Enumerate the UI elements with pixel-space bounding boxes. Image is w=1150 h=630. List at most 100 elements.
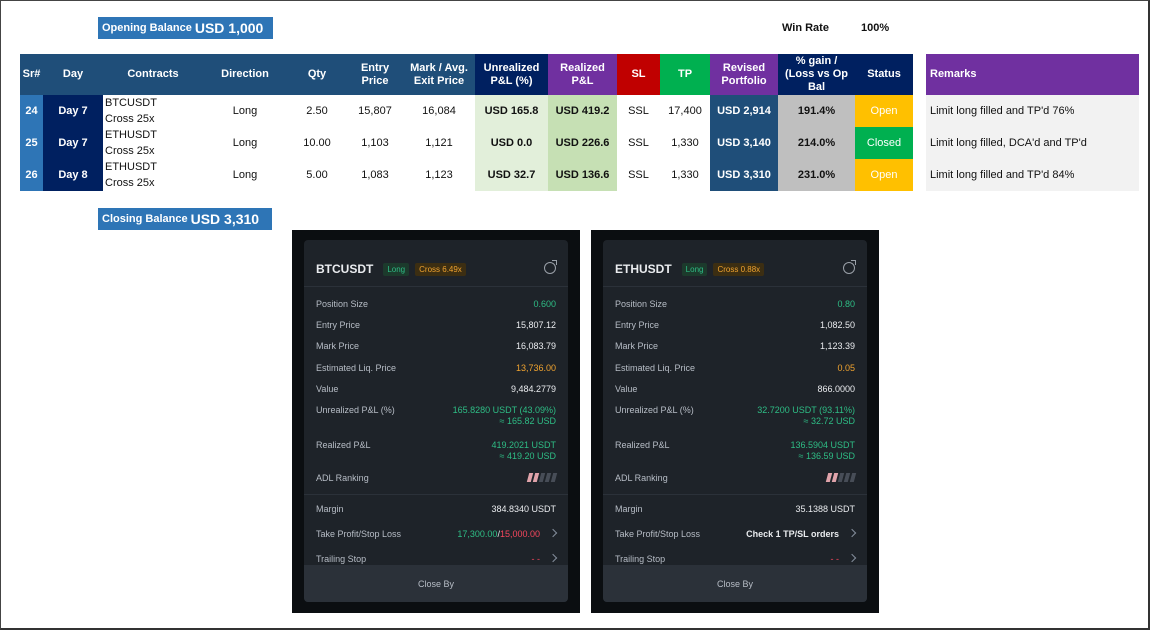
cell-mark-price: 16,084 bbox=[422, 105, 456, 117]
header-revised-portfolio: Revised Portfolio bbox=[710, 54, 778, 95]
label-entry-price: Entry Price bbox=[615, 320, 660, 330]
cell-qty: 5.00 bbox=[306, 169, 328, 181]
cell-contract: ETHUSDT Cross 25x bbox=[103, 127, 203, 159]
label-position-size: Position Size bbox=[316, 299, 369, 309]
cell-sr: 25 bbox=[20, 127, 43, 159]
value-position-size: 0.80 bbox=[837, 299, 855, 309]
cell-direction: Long bbox=[232, 137, 258, 149]
table-row: 25 Day 7 ETHUSDT Cross 25x Long 10.00 1,1… bbox=[20, 127, 1139, 159]
leverage-badge[interactable]: Cross 6.49x bbox=[415, 262, 466, 276]
row-value: Value 9,484.2779 bbox=[316, 384, 556, 395]
label-value: Value bbox=[615, 384, 638, 394]
position-header: BTCUSDT Long Cross 6.49x bbox=[316, 260, 557, 278]
cell-entry-price: 15,807 bbox=[358, 105, 392, 117]
value-entry-price: 1,082.50 bbox=[819, 320, 855, 330]
contract-mode: Cross 25x bbox=[105, 113, 155, 125]
label-unrealized-pnl: Unrealized P&L (%) bbox=[615, 405, 694, 415]
unrealized-usd: ≈ 165.82 USD bbox=[499, 416, 556, 426]
close-by-button[interactable]: Close By bbox=[603, 565, 867, 602]
cell-gap bbox=[913, 95, 926, 127]
header-divider bbox=[304, 286, 568, 287]
realized-usdt: 136.5904 USDT bbox=[790, 440, 855, 450]
row-tpsl[interactable]: Take Profit/Stop Loss 17,300.00/15,000.00 bbox=[316, 528, 558, 540]
cell-revised-portfolio: USD 3,310 bbox=[710, 159, 778, 191]
cell-qty: 10.00 bbox=[303, 137, 331, 149]
label-value: Value bbox=[316, 384, 339, 394]
cell-gain: 231.0% bbox=[778, 159, 855, 191]
realized-usd: ≈ 419.20 USD bbox=[499, 451, 556, 461]
cell-entry-price: 1,083 bbox=[361, 169, 389, 181]
opening-balance: Opening Balance USD 1,000 bbox=[98, 17, 273, 39]
cell-unrealized-pnl: USD 32.7 bbox=[475, 159, 548, 191]
row-realized-pnl: Realized P&L 419.2021 USDT ≈ 419.20 USD bbox=[316, 440, 556, 462]
tp-value: 17,300.00 bbox=[457, 529, 498, 539]
cell-gap bbox=[913, 127, 926, 159]
close-by-button[interactable]: Close By bbox=[304, 565, 568, 602]
header-entry-price: Entry Price bbox=[347, 54, 403, 95]
contract-mode: Cross 25x bbox=[105, 177, 155, 189]
position-symbol: ETHUSDT bbox=[615, 262, 672, 276]
opening-balance-label: Opening Balance bbox=[102, 22, 192, 34]
label-mark-price: Mark Price bbox=[615, 341, 659, 351]
share-icon[interactable] bbox=[544, 260, 557, 274]
label-realized-pnl: Realized P&L bbox=[615, 440, 670, 450]
header-status: Status bbox=[855, 54, 913, 95]
cell-remarks: Limit long filled and TP'd 84% bbox=[926, 159, 1139, 191]
chevron-right-icon[interactable] bbox=[847, 553, 857, 563]
closing-balance-label: Closing Balance bbox=[102, 213, 188, 225]
adl-segment bbox=[849, 473, 857, 482]
cell-revised-portfolio: USD 2,914 bbox=[710, 95, 778, 127]
cell-gain: 214.0% bbox=[778, 127, 855, 159]
row-adl-ranking: ADL Ranking bbox=[316, 473, 558, 483]
value-value: 9,484.2779 bbox=[510, 384, 556, 394]
share-icon[interactable] bbox=[843, 260, 856, 274]
leverage-badge[interactable]: Cross 0.88x bbox=[713, 262, 765, 276]
table-row: 26 Day 8 ETHUSDT Cross 25x Long 5.00 1,08… bbox=[20, 159, 1139, 191]
chevron-right-icon[interactable] bbox=[847, 528, 857, 538]
row-tpsl[interactable]: Take Profit/Stop Loss Check 1 TP/SL order… bbox=[615, 528, 857, 540]
cell-day: Day 8 bbox=[43, 159, 103, 191]
cell-entry-price: 1,103 bbox=[361, 137, 389, 149]
label-mark-price: Mark Price bbox=[316, 341, 360, 351]
label-liq-price: Estimated Liq. Price bbox=[316, 363, 397, 373]
row-adl-ranking: ADL Ranking bbox=[615, 473, 857, 483]
row-trailing-stop[interactable]: Trailing Stop - - bbox=[615, 553, 857, 565]
header-unrealized-pnl: Unrealized P&L (%) bbox=[475, 54, 548, 95]
chevron-right-icon[interactable] bbox=[548, 528, 558, 538]
contract-symbol: ETHUSDT bbox=[105, 129, 157, 141]
cell-sl: SSL bbox=[628, 137, 649, 149]
row-realized-pnl: Realized P&L 136.5904 USDT ≈ 136.59 USD bbox=[615, 440, 855, 462]
label-liq-price: Estimated Liq. Price bbox=[615, 363, 696, 373]
contract-symbol: ETHUSDT bbox=[105, 161, 157, 173]
sl-value: 15,000.00 bbox=[499, 529, 540, 539]
trades-table: Sr# Day Contracts Direction Qty Entry Pr… bbox=[20, 54, 1139, 191]
row-trailing-stop[interactable]: Trailing Stop - - bbox=[316, 553, 558, 565]
value-margin: 384.8340 USDT bbox=[491, 504, 556, 514]
position-header: ETHUSDT Long Cross 0.88x bbox=[615, 260, 856, 278]
cell-unrealized-pnl: USD 165.8 bbox=[475, 95, 548, 127]
label-adl-ranking: ADL Ranking bbox=[615, 473, 668, 483]
row-mark-price: Mark Price 16,083.79 bbox=[316, 341, 556, 352]
header-day: Day bbox=[43, 54, 103, 95]
cell-direction: Long bbox=[232, 105, 258, 117]
adl-indicator bbox=[526, 473, 558, 483]
row-unrealized-pnl: Unrealized P&L (%) 165.8280 USDT (43.09%)… bbox=[316, 405, 556, 427]
row-unrealized-pnl: Unrealized P&L (%) 32.7200 USDT (93.11%) ≈… bbox=[615, 405, 855, 427]
row-position-size: Position Size 0.80 bbox=[615, 299, 855, 310]
section-divider bbox=[603, 494, 867, 495]
adl-segment bbox=[550, 473, 558, 482]
row-liq-price: Estimated Liq. Price 13,736.00 bbox=[316, 363, 556, 374]
row-entry-price: Entry Price 15,807.12 bbox=[316, 320, 556, 331]
row-value: Value 866.0000 bbox=[615, 384, 855, 395]
btc-position-panel: BTCUSDT Long Cross 6.49x Position Size 0.… bbox=[304, 240, 568, 602]
cell-mark-price: 1,123 bbox=[425, 169, 453, 181]
value-tpsl: Check 1 TP/SL orders bbox=[746, 528, 857, 540]
tpsl-orders-link[interactable]: Check 1 TP/SL orders bbox=[746, 529, 839, 539]
header-sl: SL bbox=[617, 54, 660, 95]
table-header-row: Sr# Day Contracts Direction Qty Entry Pr… bbox=[20, 54, 1139, 95]
cell-realized-pnl: USD 226.6 bbox=[548, 127, 617, 159]
tpsl-separator: / bbox=[497, 529, 500, 539]
header-mark-price: Mark / Avg. Exit Price bbox=[403, 54, 475, 95]
chevron-right-icon[interactable] bbox=[548, 553, 558, 563]
